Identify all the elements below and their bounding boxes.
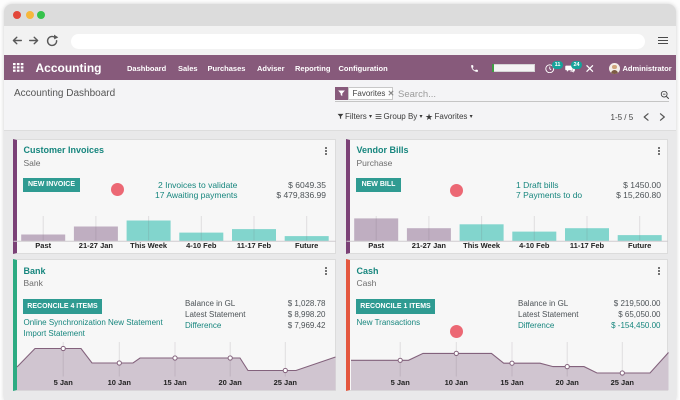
svg-text:20 Jan: 20 Jan xyxy=(556,378,580,387)
svg-text:15 Jan: 15 Jan xyxy=(500,378,524,387)
svg-text:21-27 Jan: 21-27 Jan xyxy=(79,241,114,250)
svg-text:This Week: This Week xyxy=(463,241,501,250)
svg-text:4-10 Feb: 4-10 Feb xyxy=(186,241,217,250)
svg-text:Past: Past xyxy=(368,241,384,250)
svg-text:10 Jan: 10 Jan xyxy=(445,378,469,387)
svg-text:5 Jan: 5 Jan xyxy=(54,378,74,387)
svg-text:11-17 Feb: 11-17 Feb xyxy=(570,241,605,250)
svg-text:21-27 Jan: 21-27 Jan xyxy=(412,241,447,250)
svg-text:15 Jan: 15 Jan xyxy=(163,378,187,387)
svg-text:20 Jan: 20 Jan xyxy=(219,378,243,387)
svg-text:Future: Future xyxy=(628,241,651,250)
svg-text:5 Jan: 5 Jan xyxy=(391,378,411,387)
svg-text:Future: Future xyxy=(295,241,318,250)
svg-text:Past: Past xyxy=(35,241,51,250)
svg-text:11-17 Feb: 11-17 Feb xyxy=(237,241,272,250)
svg-text:This Week: This Week xyxy=(130,241,168,250)
svg-text:10 Jan: 10 Jan xyxy=(108,378,132,387)
svg-text:4-10 Feb: 4-10 Feb xyxy=(519,241,550,250)
svg-text:25 Jan: 25 Jan xyxy=(274,378,298,387)
svg-text:25 Jan: 25 Jan xyxy=(611,378,635,387)
